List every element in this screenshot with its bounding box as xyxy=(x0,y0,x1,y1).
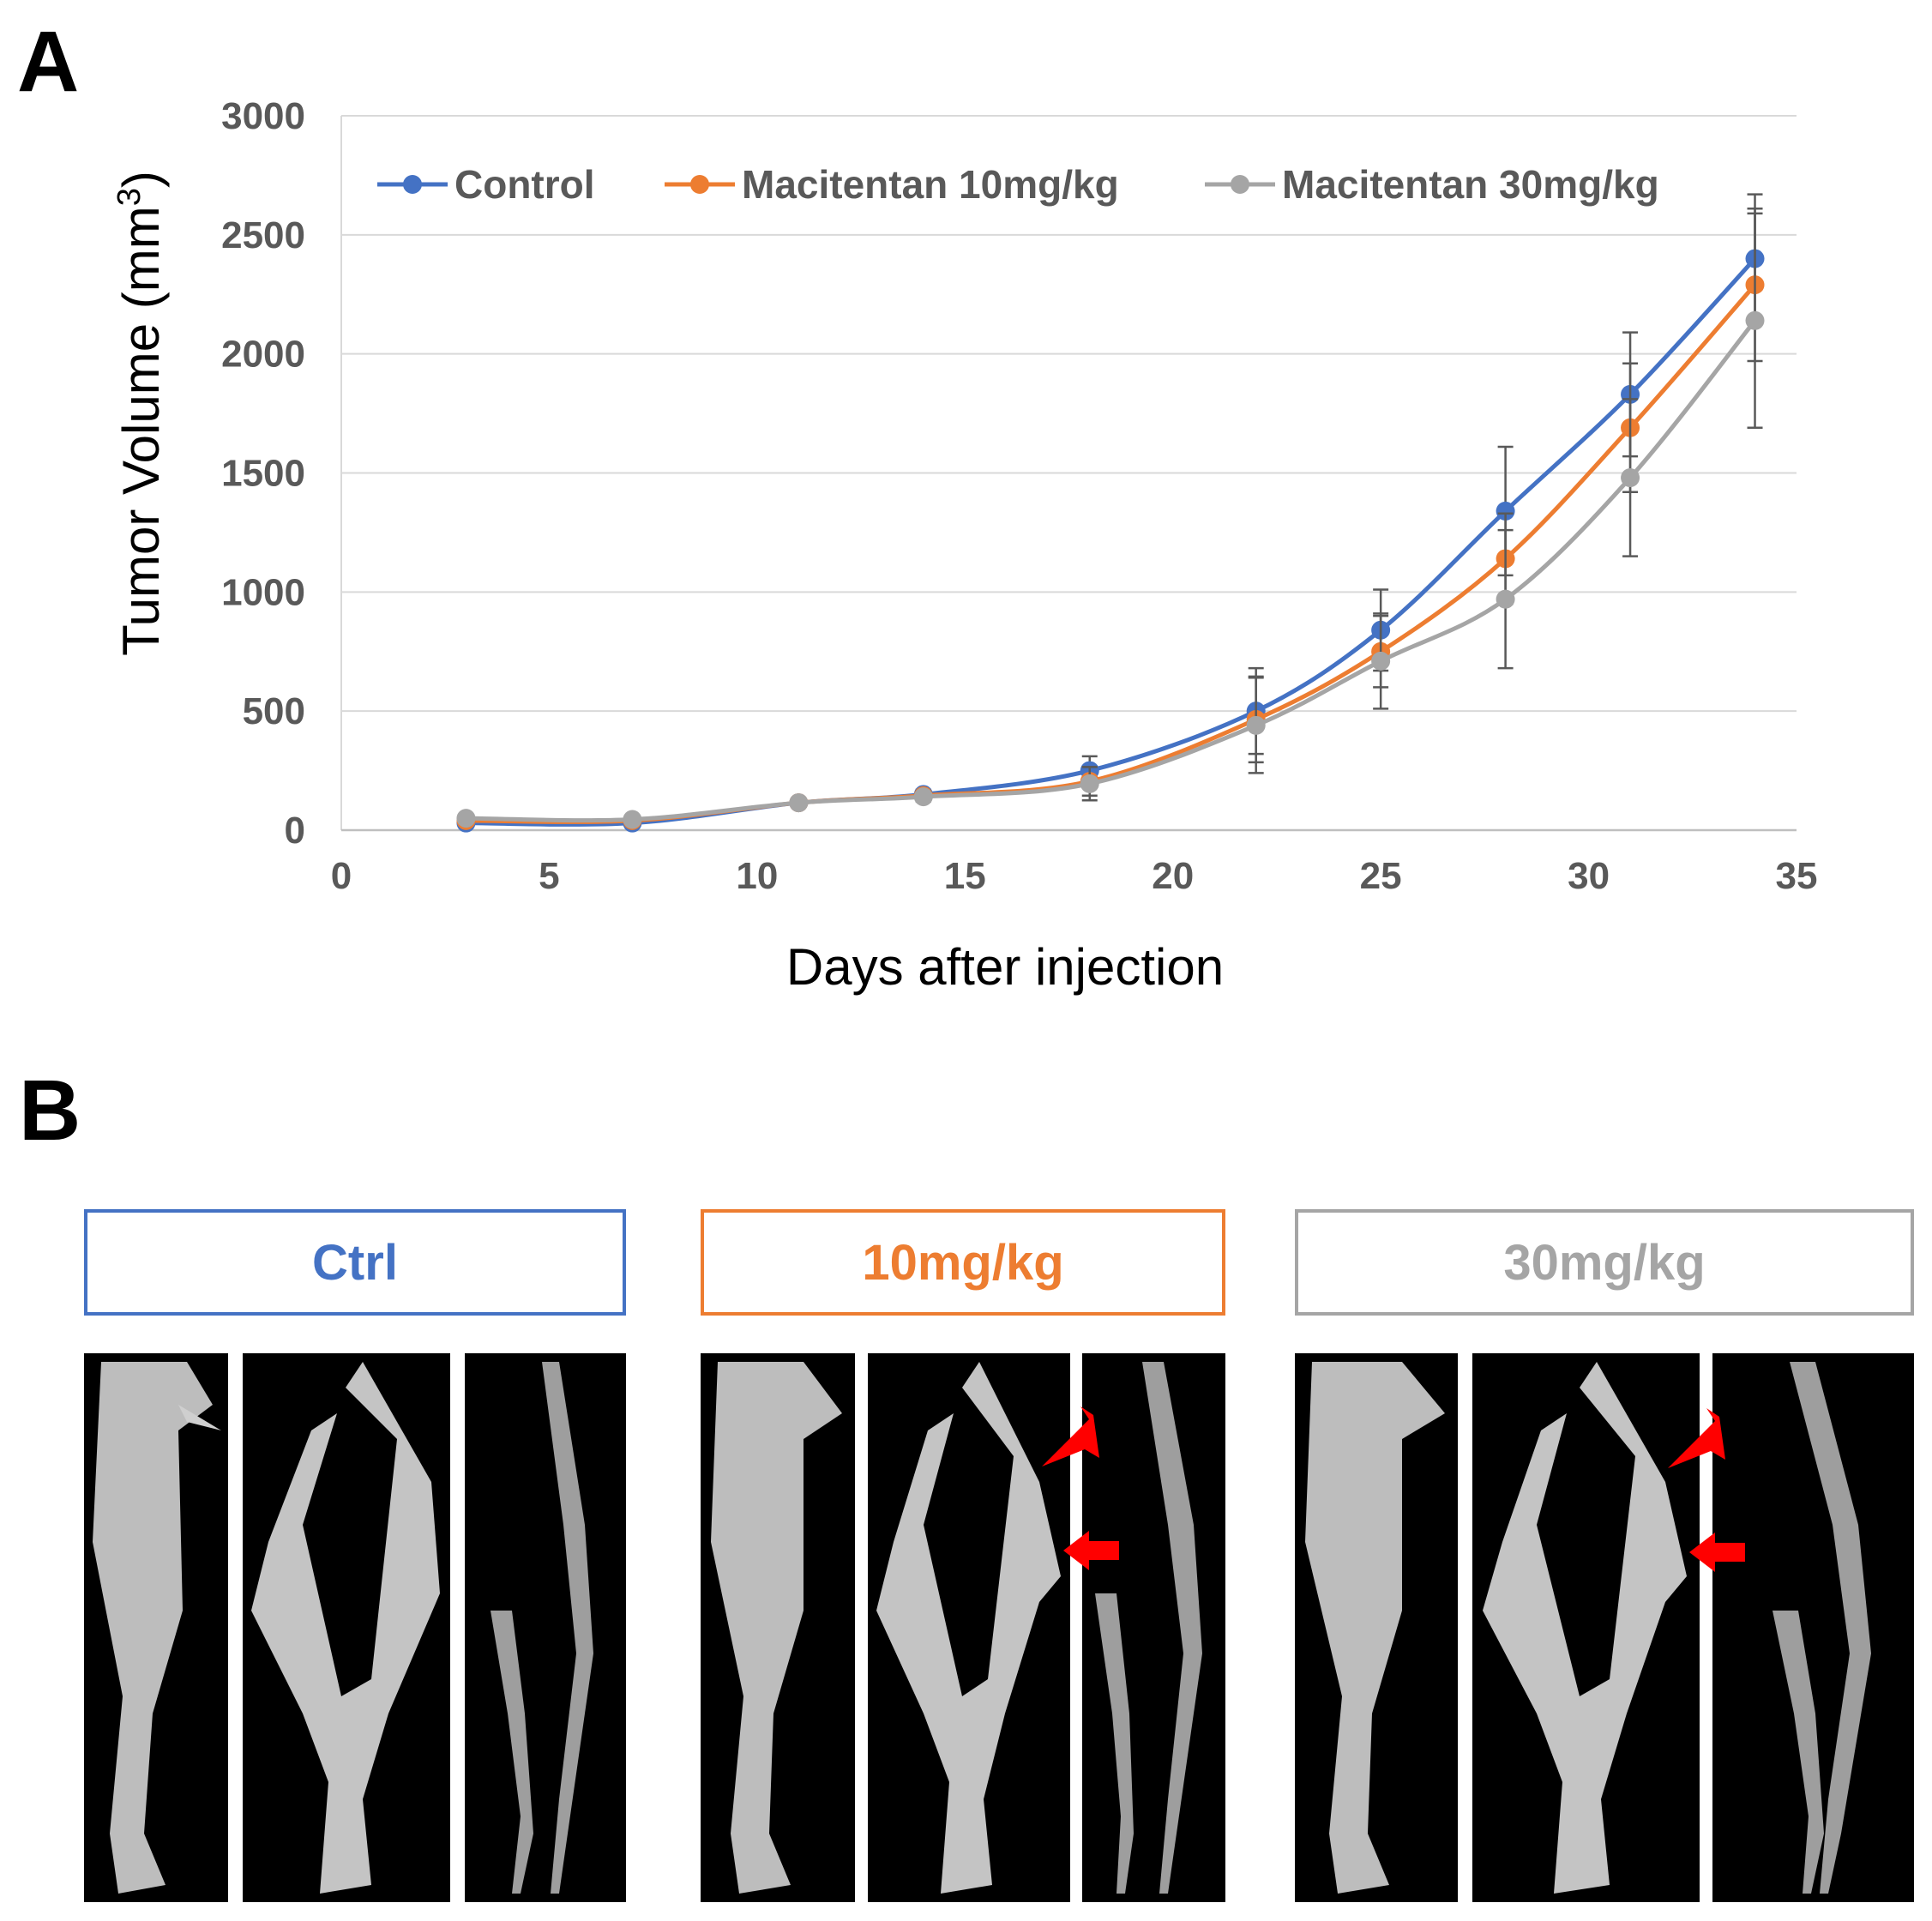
ctrl-scan-lateral xyxy=(84,1353,228,1902)
mac10-scan-section xyxy=(1082,1353,1225,1902)
data-point xyxy=(1621,468,1640,488)
x-tick-label: 0 xyxy=(331,855,352,897)
mac10-scan-frontal xyxy=(868,1353,1070,1902)
x-tick-label: 15 xyxy=(944,855,986,897)
series xyxy=(456,193,1765,833)
x-tick-label: 20 xyxy=(1152,855,1194,897)
x-tick-label: 25 xyxy=(1360,855,1402,897)
tick-labels: 0 500 1000 1500 2000 2500 3000 0 5 10 15 20 25 30 35 xyxy=(221,95,1817,897)
y-tick-label: 2500 xyxy=(221,214,305,256)
data-point xyxy=(623,810,642,829)
legend-swatch-marker xyxy=(403,175,422,194)
data-point xyxy=(789,793,809,813)
series-2 xyxy=(456,212,1765,829)
data-point xyxy=(1496,501,1515,521)
grid-lines xyxy=(341,115,1797,713)
y-axis-title: Tumor Volume (mm3) xyxy=(111,171,170,656)
group-box-ctrl: Ctrl xyxy=(84,1209,626,1316)
ctrl-scan-section xyxy=(465,1353,626,1902)
legend-swatch-marker xyxy=(1231,175,1249,194)
y-tick-label: 1000 xyxy=(221,571,305,613)
axes xyxy=(340,116,1797,832)
group-box-30mgkg: 30mg/kg xyxy=(1295,1209,1914,1316)
x-axis-title: Days after injection xyxy=(786,938,1224,996)
y-tick-label: 1500 xyxy=(221,453,305,495)
legend-label: Macitentan 30mg/kg xyxy=(1282,162,1659,207)
data-point xyxy=(1371,651,1391,671)
group-box-10mgkg: 10mg/kg xyxy=(701,1209,1225,1316)
mac30-scan-frontal-image xyxy=(1472,1353,1700,1902)
mac30-scan-lateral xyxy=(1295,1353,1458,1902)
legend-swatch-marker xyxy=(690,175,709,194)
data-point xyxy=(1496,589,1515,609)
ctrl-scan-frontal xyxy=(243,1353,450,1902)
legend-label: Macitentan 10mg/kg xyxy=(742,162,1119,207)
group-label-10mgkg: 10mg/kg xyxy=(862,1234,1064,1291)
group-label-30mgkg: 30mg/kg xyxy=(1503,1234,1706,1291)
legend: Control Macitentan 10mg/kg Macitentan 30mg… xyxy=(377,162,1659,207)
x-tick-label: 30 xyxy=(1568,855,1610,897)
panel-a-label: A xyxy=(17,14,80,110)
legend-label: Control xyxy=(454,162,595,207)
x-tick-label: 10 xyxy=(736,855,778,897)
data-point xyxy=(1080,774,1099,793)
x-tick-label: 5 xyxy=(539,855,559,897)
data-point xyxy=(1745,310,1765,330)
series-line xyxy=(466,319,1757,823)
data-point xyxy=(1246,715,1266,735)
y-tick-label: 0 xyxy=(285,810,305,852)
mac30-scan-section xyxy=(1712,1353,1914,1902)
data-point xyxy=(913,787,933,807)
y-tick-label: 3000 xyxy=(221,95,305,137)
mac10-scan-lateral xyxy=(701,1353,855,1902)
data-point xyxy=(456,809,476,828)
panel-b-label: B xyxy=(19,1063,81,1159)
group-label-ctrl: Ctrl xyxy=(312,1234,398,1291)
y-tick-label: 2000 xyxy=(221,334,305,376)
x-tick-label: 35 xyxy=(1776,855,1818,897)
series-line xyxy=(466,256,1757,827)
y-tick-label: 500 xyxy=(243,690,305,732)
series-0 xyxy=(456,193,1765,833)
tumor-volume-chart: 0 500 1000 1500 2000 2500 3000 0 5 10 15 20 25 30 35 C… xyxy=(111,95,1817,996)
series-1 xyxy=(456,208,1765,830)
